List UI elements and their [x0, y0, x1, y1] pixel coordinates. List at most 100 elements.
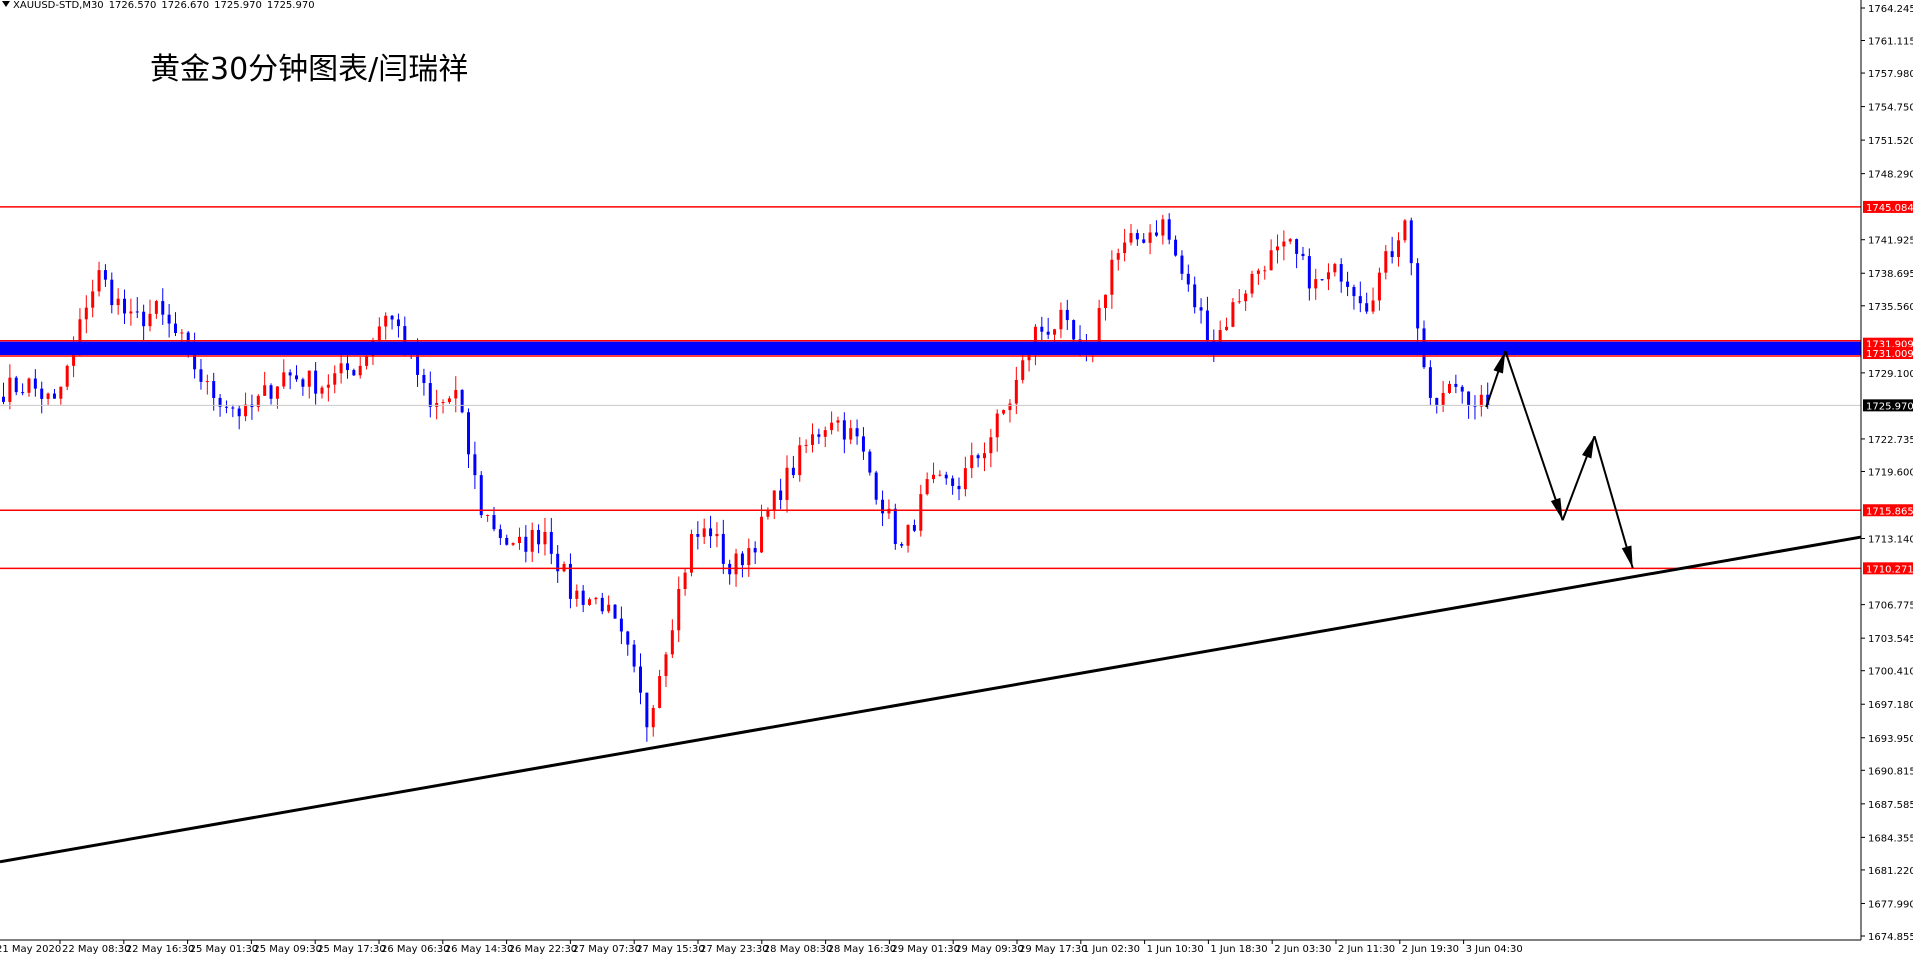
- price-tick-label: 1754.750: [1868, 103, 1913, 114]
- price-label-bg: [1863, 200, 1913, 213]
- candle-body: [963, 468, 967, 490]
- time-tick-label: 28 May 16:30: [828, 944, 897, 955]
- candle-body: [639, 666, 642, 693]
- candle-body: [549, 531, 553, 554]
- price-tick-label: 1719.600: [1868, 467, 1913, 478]
- candle-body: [288, 372, 292, 376]
- candle-body: [148, 313, 152, 327]
- time-tick-label: 27 May 15:30: [636, 944, 705, 955]
- candle-body: [989, 437, 993, 454]
- candle-body: [1110, 259, 1114, 295]
- candle-body: [52, 393, 56, 399]
- open-value: 1726.570: [108, 0, 157, 11]
- price-tick-label: 1735.560: [1868, 302, 1913, 313]
- time-tick-label: 26 May 06:30: [381, 944, 450, 955]
- candle-body: [696, 533, 700, 537]
- candle-body: [1473, 405, 1477, 407]
- candle-body: [1256, 270, 1260, 274]
- candle-body: [14, 377, 18, 393]
- candle-body: [1282, 241, 1286, 247]
- candle-body: [416, 345, 420, 375]
- candle-body: [1390, 251, 1394, 257]
- candle-body: [1193, 284, 1197, 308]
- price-label-text: 1731.009: [1866, 349, 1913, 360]
- candle-body: [664, 654, 668, 677]
- candle-body: [868, 451, 872, 473]
- candle-body: [1097, 307, 1101, 346]
- candle-body: [333, 373, 337, 385]
- candle-body: [307, 370, 311, 387]
- candle-body: [1467, 391, 1471, 406]
- candle-body: [919, 494, 923, 531]
- candle-body: [626, 631, 630, 645]
- candle-body: [1218, 330, 1222, 348]
- candle-body: [135, 311, 139, 313]
- price-tick-label: 1738.695: [1868, 269, 1913, 280]
- candle-body: [59, 386, 63, 399]
- candle-body: [123, 298, 127, 314]
- candle-body: [103, 270, 107, 280]
- candle-body: [881, 499, 885, 514]
- candle-body: [1167, 219, 1171, 240]
- candle-body: [810, 434, 814, 445]
- candle-body: [632, 644, 636, 667]
- candle-body: [951, 478, 955, 486]
- time-tick-label: 2 Jun 11:30: [1338, 944, 1395, 955]
- price-tick-label: 1684.355: [1868, 833, 1913, 844]
- candle-body: [441, 402, 445, 404]
- candle-body: [530, 529, 534, 552]
- time-tick-label: 1 Jun 10:30: [1147, 944, 1204, 955]
- time-tick-label: 22 May 08:30: [62, 944, 131, 955]
- candle-body: [1301, 253, 1305, 257]
- candle-body: [1225, 326, 1229, 331]
- candle-body: [982, 453, 986, 459]
- candle-body: [568, 563, 572, 599]
- candle-body: [932, 474, 936, 480]
- candle-body: [1371, 300, 1375, 312]
- candle-body: [263, 385, 267, 396]
- candle-body: [167, 314, 171, 324]
- candle-body: [1295, 239, 1299, 254]
- candle-body: [1205, 310, 1209, 342]
- candle-body: [1244, 293, 1248, 302]
- candle-body: [1014, 379, 1018, 404]
- candle-body: [142, 311, 146, 327]
- candle-body: [524, 536, 528, 552]
- price-label-text: 1745.084: [1866, 203, 1913, 214]
- dropdown-arrow-icon[interactable]: [2, 1, 10, 7]
- candle-body: [352, 370, 356, 376]
- candle-body: [772, 490, 776, 511]
- candle-body: [129, 311, 133, 314]
- candle-body: [84, 307, 88, 320]
- candle-body: [1263, 270, 1267, 272]
- projection-arrowhead: [1621, 545, 1633, 569]
- candle-body: [594, 597, 598, 600]
- candle-body: [1174, 239, 1178, 256]
- candle-body: [205, 381, 209, 383]
- candle-body: [1428, 367, 1432, 398]
- candle-body: [479, 475, 483, 516]
- candle-body: [33, 378, 37, 389]
- candle-body: [677, 588, 681, 631]
- projection-arrowhead: [1550, 497, 1563, 521]
- candle-body: [511, 543, 515, 545]
- candle-body: [1021, 360, 1025, 380]
- candle-body: [447, 398, 451, 403]
- candle-body: [180, 332, 184, 334]
- candle-body: [269, 385, 273, 399]
- price-label-text: 1731.909: [1866, 340, 1913, 351]
- candle-body: [581, 590, 585, 605]
- level-price-label: 1745.084: [1863, 200, 1913, 214]
- levels-layer: [0, 206, 1861, 570]
- candle-body: [740, 553, 744, 566]
- candle-body: [1314, 279, 1318, 289]
- candle-body: [556, 553, 560, 572]
- low-value: 1725.970: [214, 0, 262, 11]
- candle-body: [339, 363, 343, 374]
- chart-title: 黄金30分钟图表/闫瑞祥: [150, 52, 469, 87]
- time-tick-label: 28 May 08:30: [764, 944, 833, 955]
- candle-body: [970, 455, 974, 469]
- time-tick-label: 26 May 22:30: [509, 944, 578, 955]
- candle-body: [779, 490, 783, 501]
